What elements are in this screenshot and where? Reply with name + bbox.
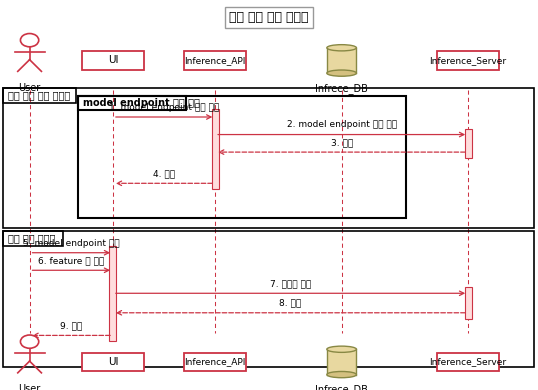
Text: 모델 예측 기능 테스트: 모델 예측 기능 테스트: [8, 90, 70, 100]
Text: Inference_Server: Inference_Server: [429, 56, 507, 65]
Text: Inference_API: Inference_API: [185, 56, 246, 65]
Text: 1. model endpoint 목록 조회: 1. model endpoint 목록 조회: [109, 103, 219, 112]
Text: 8. 응답: 8. 응답: [279, 299, 302, 308]
Text: UI: UI: [108, 357, 118, 367]
Bar: [109, 246, 116, 341]
Bar: [211, 109, 218, 189]
Text: 4. 응답: 4. 응답: [153, 169, 175, 178]
Ellipse shape: [327, 371, 356, 378]
Bar: [82, 353, 144, 371]
Bar: [82, 51, 144, 70]
Bar: [437, 51, 499, 70]
Bar: [184, 353, 246, 371]
Text: Inference_API: Inference_API: [185, 357, 246, 367]
Text: 3. 응답: 3. 응답: [330, 138, 353, 147]
Text: User: User: [18, 384, 41, 390]
Bar: [327, 48, 357, 73]
Bar: [3, 88, 534, 228]
Text: User: User: [18, 83, 41, 93]
Text: 5. model endpoint 선택: 5. model endpoint 선택: [23, 239, 119, 248]
Text: 모델 예측 기능 테스트: 모델 예측 기능 테스트: [229, 11, 309, 24]
Bar: [465, 287, 471, 319]
Bar: [3, 231, 534, 367]
Ellipse shape: [327, 70, 356, 76]
Text: 6. feature 값 입력: 6. feature 값 입력: [38, 256, 104, 265]
Text: 7. 테스트 요청: 7. 테스트 요청: [270, 279, 311, 288]
Bar: [437, 353, 499, 371]
Ellipse shape: [327, 346, 356, 353]
Text: UI: UI: [108, 55, 118, 66]
Text: Infrece_DB: Infrece_DB: [315, 385, 368, 390]
Text: 예측 기능 테스트: 예측 기능 테스트: [8, 233, 55, 243]
Ellipse shape: [327, 45, 356, 51]
Text: Infrece_DB: Infrece_DB: [315, 83, 368, 94]
Text: 9. 응답: 9. 응답: [60, 321, 82, 330]
Bar: [184, 51, 246, 70]
Bar: [327, 349, 357, 374]
Text: 2. model endpoint 목록 조회: 2. model endpoint 목록 조회: [287, 121, 397, 129]
Bar: [78, 96, 406, 218]
Text: model endpoint 목록 조회: model endpoint 목록 조회: [83, 98, 200, 108]
Bar: [465, 129, 471, 158]
Text: Inference_Server: Inference_Server: [429, 357, 507, 367]
